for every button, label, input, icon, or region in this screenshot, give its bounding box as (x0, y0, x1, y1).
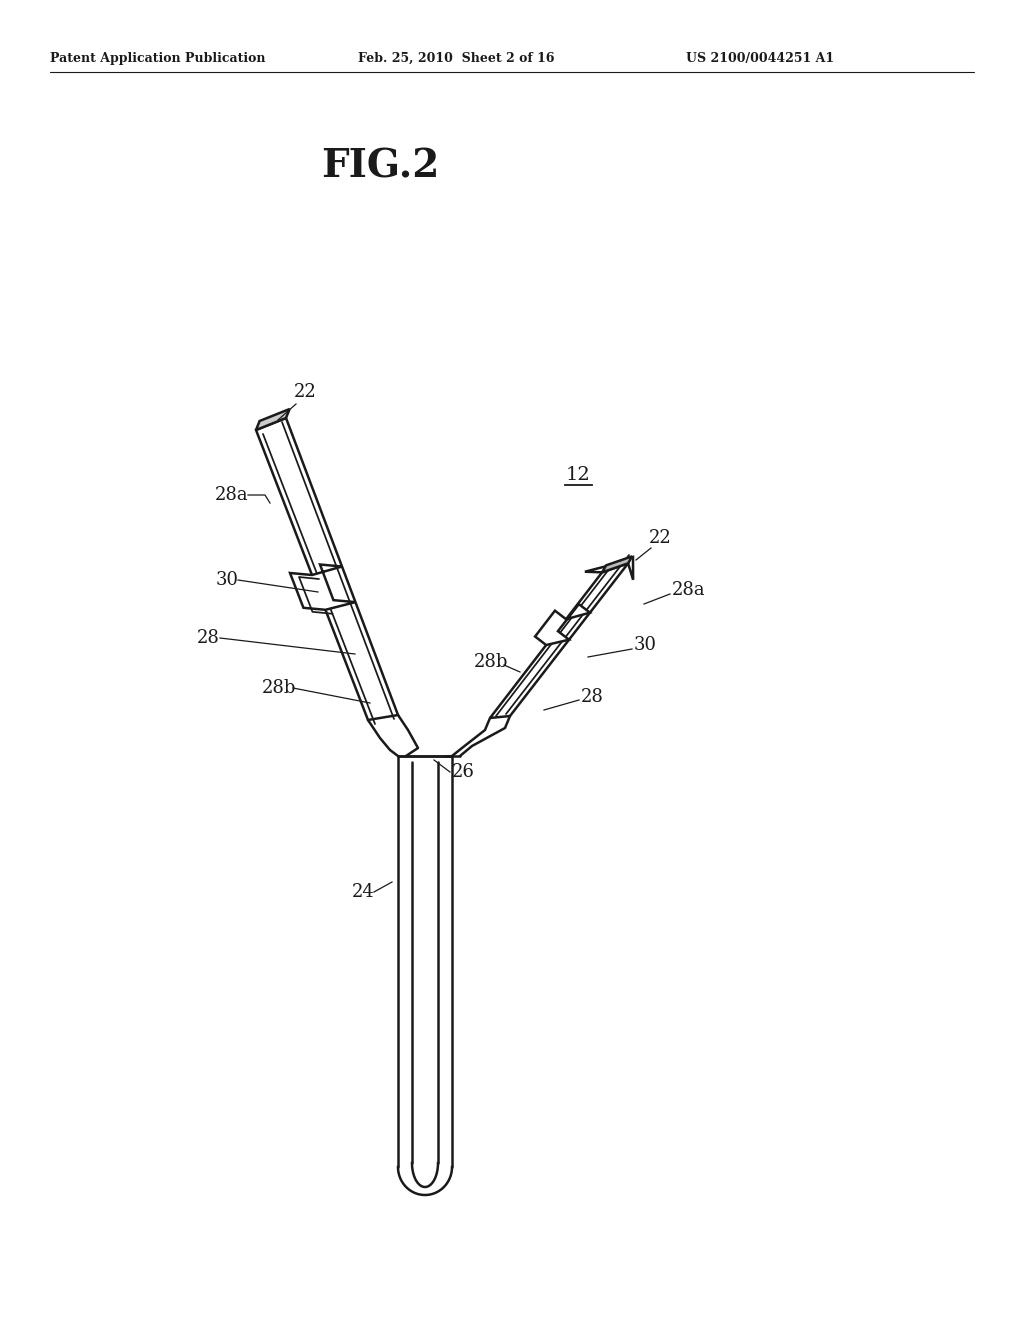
Polygon shape (602, 556, 632, 573)
Text: 28a: 28a (215, 486, 249, 504)
Text: 28: 28 (197, 630, 220, 647)
Text: US 2100/0044251 A1: US 2100/0044251 A1 (686, 51, 835, 65)
Polygon shape (536, 605, 590, 645)
Text: 30: 30 (216, 572, 239, 589)
Text: 28b: 28b (474, 653, 508, 671)
Polygon shape (585, 557, 633, 579)
Text: 12: 12 (565, 466, 591, 484)
Polygon shape (256, 418, 398, 719)
Polygon shape (256, 409, 290, 430)
Text: 26: 26 (452, 763, 475, 781)
Text: 30: 30 (634, 636, 657, 653)
Text: 28b: 28b (262, 678, 296, 697)
Polygon shape (490, 557, 633, 718)
Polygon shape (290, 565, 355, 610)
Text: FIG.2: FIG.2 (321, 148, 439, 186)
Text: Patent Application Publication: Patent Application Publication (50, 51, 265, 65)
Text: 22: 22 (294, 383, 316, 401)
Text: 22: 22 (648, 529, 672, 546)
Text: 28: 28 (581, 688, 604, 706)
Text: 28a: 28a (672, 581, 706, 599)
Text: 24: 24 (352, 883, 375, 902)
Text: Feb. 25, 2010  Sheet 2 of 16: Feb. 25, 2010 Sheet 2 of 16 (358, 51, 555, 65)
